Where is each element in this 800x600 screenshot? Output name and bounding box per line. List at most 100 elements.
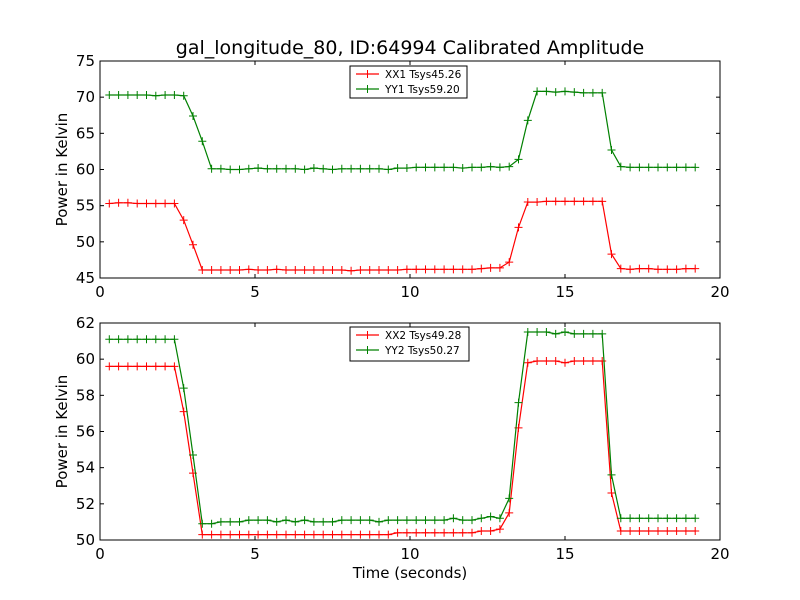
data-point — [598, 88, 607, 97]
data-point — [198, 519, 207, 528]
data-point — [570, 356, 579, 365]
data-point — [468, 528, 476, 537]
data-point — [133, 362, 142, 371]
data-point — [365, 164, 374, 173]
y-tick-label: 50 — [76, 531, 95, 549]
legend-marker-1 — [363, 70, 372, 78]
data-point — [254, 164, 263, 173]
data-point — [254, 266, 263, 275]
data-point — [384, 530, 393, 539]
data-point — [421, 265, 430, 274]
data-point — [300, 516, 309, 525]
data-point — [626, 514, 635, 523]
data-point — [347, 266, 356, 275]
data-point — [412, 163, 421, 172]
data-point — [272, 517, 281, 526]
data-point — [654, 526, 662, 535]
y-tick-label: 75 — [76, 52, 95, 70]
data-point — [607, 145, 616, 154]
x-tick-label: 20 — [710, 283, 729, 301]
data-point — [449, 514, 458, 523]
data-point — [161, 199, 170, 208]
data-point — [291, 266, 300, 275]
data-point — [365, 266, 374, 275]
data-point — [198, 530, 207, 539]
data-point — [319, 266, 328, 275]
x-axis-label: Time (seconds) — [352, 564, 468, 582]
data-point — [607, 470, 616, 479]
data-point — [226, 165, 235, 174]
data-point — [235, 517, 244, 526]
data-point — [263, 530, 272, 539]
data-point — [514, 155, 523, 164]
legend-marker-2 — [363, 346, 372, 354]
data-point — [616, 162, 625, 171]
data-point — [179, 384, 188, 393]
data-point — [635, 163, 644, 172]
data-point — [588, 356, 597, 365]
data-point — [449, 528, 458, 537]
legend-label-1: XX1 Tsys45.26 — [385, 69, 462, 81]
data-point — [681, 526, 690, 535]
data-point — [691, 526, 700, 535]
data-point — [681, 514, 690, 523]
x-tick-label: 5 — [250, 283, 260, 301]
legend: XX1 Tsys45.26 YY1 Tsys59.20 — [349, 65, 468, 99]
bottom-panel: 0 5 10 15 20 50 52 54 56 58 60 62 Power in Kelvin Tim… — [53, 314, 730, 582]
data-point — [123, 335, 132, 344]
data-point — [114, 362, 123, 371]
data-point — [561, 87, 569, 96]
data-point — [495, 514, 504, 523]
data-point — [542, 328, 551, 337]
data-point — [263, 516, 272, 525]
data-point — [161, 335, 170, 344]
data-point — [300, 165, 309, 174]
data-point — [523, 198, 532, 207]
data-point — [235, 530, 244, 539]
data-point — [309, 530, 318, 539]
data-point — [672, 514, 681, 523]
data-point — [356, 530, 365, 539]
series-line-2 — [109, 90, 696, 171]
data-point — [654, 514, 662, 523]
data-point — [551, 356, 560, 365]
data-point — [458, 164, 467, 173]
legend-box — [349, 65, 468, 99]
data-point — [384, 516, 393, 525]
data-point — [486, 263, 495, 272]
data-point — [654, 163, 662, 172]
data-point — [468, 265, 476, 274]
data-point — [300, 530, 309, 539]
data-point — [105, 335, 114, 344]
data-point — [300, 266, 309, 275]
data-point — [542, 87, 551, 96]
data-point — [421, 528, 430, 537]
data-point — [644, 514, 653, 523]
x-tick-label: 15 — [555, 545, 574, 563]
data-point — [263, 266, 272, 275]
data-point — [375, 266, 383, 275]
data-point — [561, 328, 569, 337]
x-tick-label: 0 — [95, 545, 105, 563]
y-tick-label: 58 — [76, 386, 95, 404]
data-point — [216, 530, 225, 539]
data-point — [654, 265, 662, 274]
data-point — [291, 530, 300, 539]
data-point — [505, 494, 514, 503]
data-point — [495, 163, 504, 172]
y-tick-label: 65 — [76, 124, 95, 142]
data-point — [384, 165, 393, 174]
data-point — [523, 358, 532, 367]
data-point — [430, 163, 439, 172]
data-point — [505, 162, 514, 171]
data-point — [356, 266, 365, 275]
x-tick-label: 5 — [250, 545, 260, 563]
data-point — [207, 266, 216, 275]
data-point — [412, 265, 421, 274]
data-point — [309, 164, 318, 173]
legend-marker-2 — [363, 85, 372, 93]
data-point — [347, 516, 356, 525]
data-point — [393, 528, 402, 537]
data-point — [244, 164, 253, 173]
data-point — [449, 163, 458, 172]
